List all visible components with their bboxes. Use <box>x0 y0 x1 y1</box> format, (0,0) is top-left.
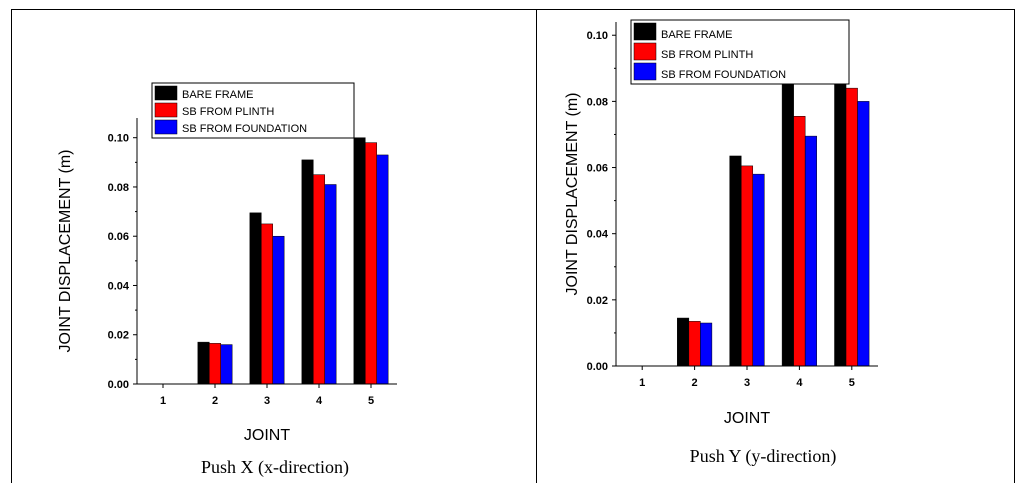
x-axis-label: JOINT <box>724 410 770 427</box>
x-tick-label: 1 <box>160 395 166 407</box>
y-tick-label: 0.02 <box>587 295 608 307</box>
bar-sb-from-foundation-joint-4 <box>804 135 817 367</box>
y-tick-label: 0.10 <box>108 133 129 145</box>
chart-push-y: 1 2 3 4 5 0.00 0.02 0.04 0.06 0.08 0.10 JOINT JOINT … <box>564 19 878 427</box>
bar-sb-from-plinth-joint-4 <box>793 116 806 367</box>
bar-bare-frame-joint-5 <box>834 54 847 367</box>
bar-sb-from-plinth-joint-4 <box>313 174 325 385</box>
x-tick-label: 2 <box>692 377 698 389</box>
y-axis-label: JOINT DISPLACEMENT (m) <box>564 93 581 296</box>
x-tick-label: 3 <box>264 395 270 407</box>
bar-sb-from-foundation-joint-5 <box>857 101 870 367</box>
bar-sb-from-plinth-joint-3 <box>261 223 273 385</box>
legend-label: BARE FRAME <box>661 29 733 41</box>
y-tick-label: 0.04 <box>587 229 609 241</box>
legend-swatch <box>154 119 178 135</box>
bar-bare-frame-joint-3 <box>729 155 742 367</box>
x-axis-label: JOINT <box>244 427 290 444</box>
y-tick-label: 0.06 <box>587 163 608 175</box>
legend-swatch <box>633 42 657 61</box>
bar-sb-from-foundation-joint-4 <box>324 184 337 385</box>
y-tick-label: 0.08 <box>108 182 129 194</box>
bar-sb-from-foundation-joint-2 <box>700 322 713 367</box>
legend-label: SB FROM PLINTH <box>182 106 274 118</box>
bar-bare-frame-joint-2 <box>197 341 210 385</box>
legend-box <box>151 82 355 139</box>
bar-bare-frame-joint-4 <box>781 82 794 367</box>
x-tick-label: 4 <box>796 377 803 389</box>
bar-sb-from-foundation-joint-3 <box>272 235 285 385</box>
y-tick-label: 0.10 <box>587 30 608 42</box>
x-tick-label: 5 <box>368 395 374 407</box>
legend-swatch <box>154 85 178 101</box>
legend-swatch <box>633 22 657 41</box>
figure-frame <box>11 9 1015 483</box>
y-tick-label: 0.08 <box>587 96 608 108</box>
bar-bare-frame-joint-2 <box>677 317 690 367</box>
legend-box <box>630 19 850 85</box>
bar-sb-from-plinth-joint-2 <box>688 321 701 367</box>
legend-label: SB FROM FOUNDATION <box>182 123 307 135</box>
x-tick-label: 3 <box>744 377 750 389</box>
legend-swatch <box>633 62 657 81</box>
caption-push-x: Push X (x-direction) <box>201 457 349 477</box>
legend-swatch <box>154 102 178 118</box>
bar-sb-from-foundation-joint-5 <box>376 154 389 385</box>
y-tick-label: 0.04 <box>108 280 130 292</box>
bar-sb-from-foundation-joint-3 <box>752 173 765 367</box>
y-tick-label: 0.02 <box>108 330 129 342</box>
legend-label: BARE FRAME <box>182 89 254 101</box>
y-tick-label: 0.00 <box>587 361 608 373</box>
bar-sb-from-plinth-joint-5 <box>365 142 377 385</box>
y-axis-label: JOINT DISPLACEMENT (m) <box>57 150 74 353</box>
panel-divider <box>536 9 537 483</box>
bar-sb-from-plinth-joint-2 <box>209 343 221 385</box>
bar-sb-from-foundation-joint-2 <box>220 344 233 385</box>
bar-bare-frame-joint-3 <box>249 212 262 385</box>
x-tick-label: 4 <box>316 395 323 407</box>
legend-label: SB FROM FOUNDATION <box>661 69 786 81</box>
caption-push-y: Push Y (y-direction) <box>689 446 837 466</box>
legend-label: SB FROM PLINTH <box>661 49 753 61</box>
chart-push-x: 1 2 3 4 5 0.00 0.02 0.04 0.06 0.08 0.10 JOINT JOINT … <box>57 82 397 444</box>
x-tick-label: 1 <box>639 377 645 389</box>
y-tick-label: 0.06 <box>108 231 129 243</box>
bar-bare-frame-joint-4 <box>301 159 314 385</box>
x-tick-label: 2 <box>212 395 218 407</box>
x-tick-label: 5 <box>849 377 855 389</box>
bar-bare-frame-joint-5 <box>353 137 366 385</box>
y-tick-label: 0.00 <box>108 379 129 391</box>
bar-sb-from-plinth-joint-3 <box>740 165 754 367</box>
bar-sb-from-plinth-joint-5 <box>845 87 858 367</box>
